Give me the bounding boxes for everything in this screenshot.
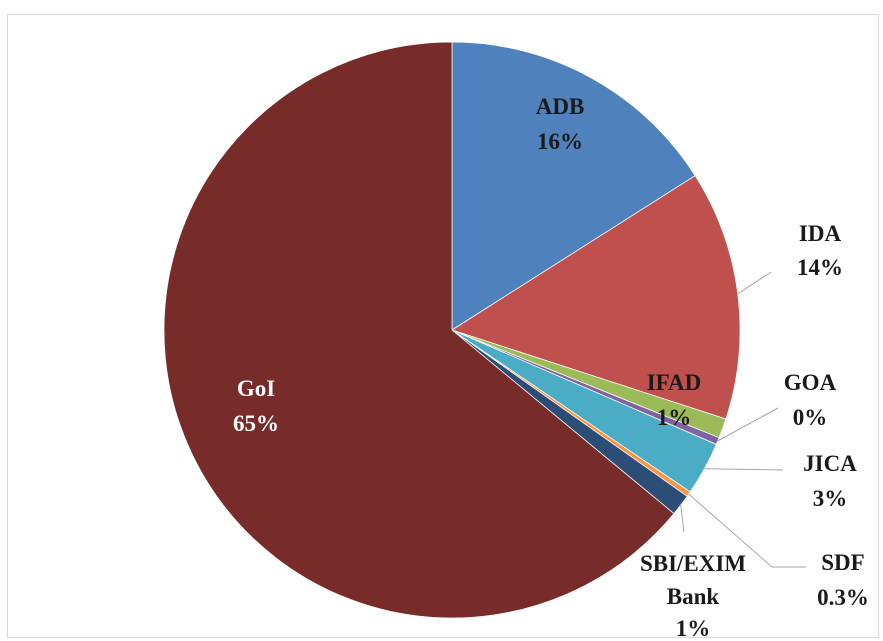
label-ida-value: 14% xyxy=(797,255,843,280)
label-sdf-name: SDF xyxy=(821,550,864,575)
label-goa-name: GOA xyxy=(784,370,837,395)
label-goa-value: 0% xyxy=(793,405,828,430)
leader-sbi xyxy=(680,505,685,533)
pie-slice-goi xyxy=(163,41,675,619)
label-sbi-name-line2: Bank xyxy=(667,584,720,609)
label-goi-name: GoI xyxy=(237,376,275,401)
label-jica-value: 3% xyxy=(813,486,848,511)
label-goi-value: 65% xyxy=(233,411,279,436)
leader-goa xyxy=(717,407,779,442)
label-sdf-value: 0.3% xyxy=(817,585,869,610)
pie-slice-adb xyxy=(451,41,696,331)
label-sbi-value: 1% xyxy=(676,616,711,641)
leader-ida xyxy=(737,271,772,295)
label-jica-name: JICA xyxy=(803,451,857,476)
leader-jica xyxy=(704,468,784,471)
label-ida-name: IDA xyxy=(799,221,842,246)
label-ifad-value: 1% xyxy=(657,405,692,430)
label-ifad-name: IFAD xyxy=(647,370,702,395)
pie-slices xyxy=(163,41,741,619)
label-sbi-name-line1: SBI/EXIM xyxy=(640,551,746,576)
label-adb-name: ADB xyxy=(536,94,585,119)
leader-lines xyxy=(680,271,806,568)
label-adb-value: 16% xyxy=(537,129,583,154)
leader-sdf xyxy=(688,493,806,568)
